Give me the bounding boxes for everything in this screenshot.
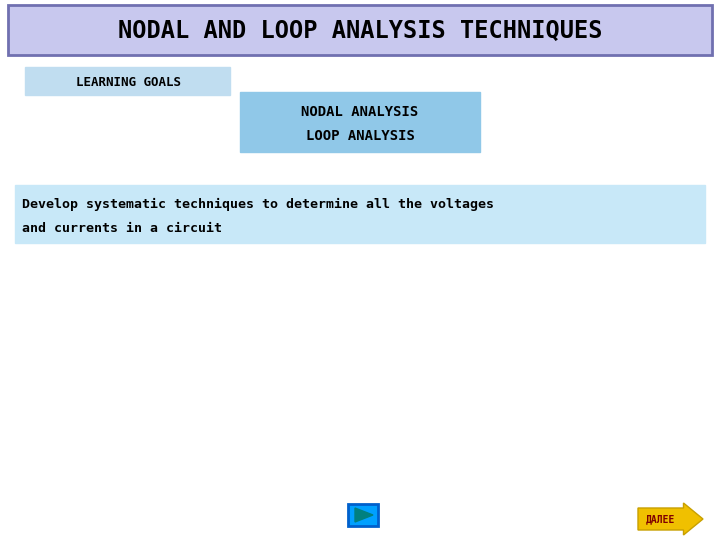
FancyBboxPatch shape bbox=[348, 504, 378, 526]
Polygon shape bbox=[355, 508, 373, 522]
FancyBboxPatch shape bbox=[15, 185, 705, 243]
Text: Develop systematic techniques to determine all the voltages: Develop systematic techniques to determi… bbox=[22, 198, 494, 211]
Text: LEARNING GOALS: LEARNING GOALS bbox=[76, 77, 181, 90]
Text: ДАЛЕЕ: ДАЛЕЕ bbox=[646, 514, 675, 524]
Text: NODAL AND LOOP ANALYSIS TECHNIQUES: NODAL AND LOOP ANALYSIS TECHNIQUES bbox=[118, 19, 602, 43]
FancyBboxPatch shape bbox=[8, 5, 712, 55]
FancyBboxPatch shape bbox=[25, 67, 230, 95]
Polygon shape bbox=[638, 503, 703, 535]
Text: and currents in a circuit: and currents in a circuit bbox=[22, 221, 222, 234]
Text: LOOP ANALYSIS: LOOP ANALYSIS bbox=[305, 129, 415, 143]
FancyBboxPatch shape bbox=[240, 92, 480, 152]
Text: NODAL ANALYSIS: NODAL ANALYSIS bbox=[302, 105, 418, 119]
